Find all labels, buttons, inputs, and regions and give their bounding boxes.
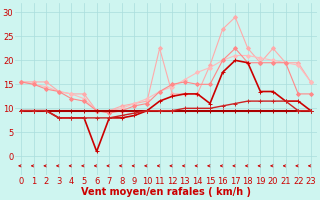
X-axis label: Vent moyen/en rafales ( km/h ): Vent moyen/en rafales ( km/h ) <box>81 187 251 197</box>
